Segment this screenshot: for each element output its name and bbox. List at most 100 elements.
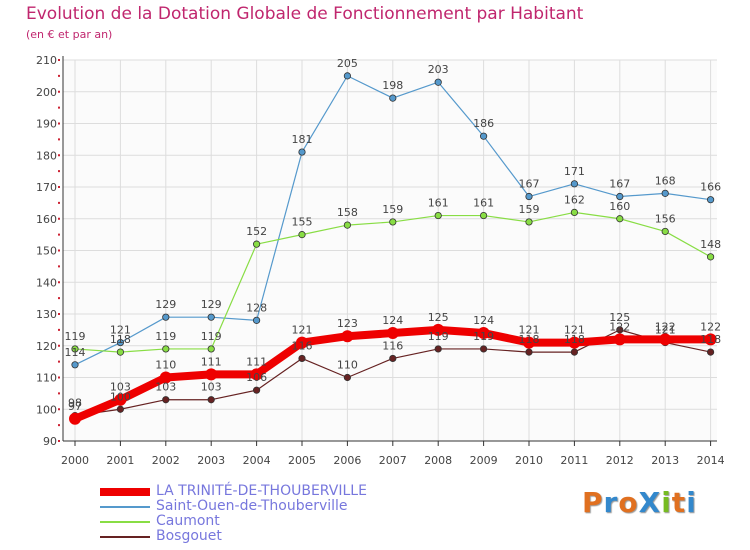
data-point — [389, 218, 397, 226]
data-point — [207, 313, 215, 321]
data-point — [568, 336, 581, 349]
data-label: 123 — [337, 317, 358, 330]
grid-lines — [63, 59, 717, 442]
y-minor-tick — [58, 90, 60, 93]
logo-letter: X — [638, 486, 662, 519]
legend-swatch-bosgouet — [100, 535, 150, 538]
x-tick-label: 2011 — [560, 454, 588, 467]
data-point — [207, 345, 215, 353]
data-label: 119 — [428, 330, 449, 343]
data-point — [298, 354, 306, 363]
data-point — [616, 192, 624, 201]
data-label: 198 — [382, 79, 403, 92]
data-point — [298, 148, 306, 156]
legend-item-saint-ouen[interactable]: Saint-Ouen-de-Thouberville — [100, 499, 367, 514]
data-label: 166 — [700, 181, 721, 194]
legend-swatch-trinite — [100, 487, 150, 496]
data-label: 159 — [519, 203, 540, 216]
data-point — [706, 253, 715, 261]
data-label: 114 — [65, 346, 86, 359]
data-point — [159, 371, 172, 384]
data-point — [525, 348, 533, 356]
legend-item-trinite[interactable]: LA TRINITÉ-DE-THOUBERVILLE — [100, 484, 367, 499]
data-label: 103 — [201, 381, 222, 394]
data-point — [114, 393, 127, 406]
data-label: 167 — [519, 178, 540, 191]
legend-label-caumont: Caumont — [156, 513, 220, 529]
y-minor-tick — [58, 74, 60, 77]
data-label: 118 — [110, 333, 131, 346]
legend-swatch-caumont — [100, 520, 150, 523]
data-label: 124 — [382, 314, 403, 327]
data-label: 186 — [473, 117, 494, 130]
data-label: 118 — [564, 333, 585, 346]
y-minor-tick — [58, 59, 60, 61]
data-label: 122 — [655, 320, 676, 333]
y-tick-label: 150 — [36, 245, 57, 258]
data-label: 159 — [382, 203, 403, 216]
data-label: 121 — [655, 324, 676, 337]
data-point — [298, 231, 306, 239]
data-point — [205, 368, 218, 381]
x-tick-label: 2010 — [515, 454, 543, 467]
logo-letter: i — [686, 486, 697, 519]
legend-label-trinite: LA TRINITÉ-DE-THOUBERVILLE — [156, 483, 367, 499]
data-label: 152 — [246, 225, 267, 238]
data-point — [71, 361, 79, 369]
y-minor-tick — [58, 281, 60, 284]
x-tick-label: 2009 — [470, 454, 498, 467]
y-minor-tick — [58, 313, 60, 315]
x-tick-label: 2002 — [152, 454, 180, 467]
data-point — [616, 326, 624, 334]
y-tick-label: 140 — [36, 276, 57, 289]
data-point — [434, 211, 442, 220]
data-label: 110 — [337, 359, 358, 372]
data-point — [661, 189, 669, 197]
data-point — [71, 345, 79, 353]
legend-label-bosgouet: Bosgouet — [156, 528, 222, 544]
legend-item-bosgouet[interactable]: Bosgouet — [100, 529, 367, 544]
data-label: 162 — [564, 193, 585, 206]
x-tick-label: 2003 — [197, 454, 225, 467]
data-label: 129 — [201, 298, 222, 311]
y-minor-tick — [58, 376, 60, 379]
x-tick-label: 2014 — [697, 454, 725, 467]
data-point — [389, 94, 397, 102]
y-minor-tick — [58, 170, 60, 173]
data-point — [432, 323, 445, 336]
data-label: 129 — [155, 298, 176, 311]
data-point — [570, 348, 579, 356]
data-label: 124 — [473, 314, 494, 327]
data-point — [706, 348, 715, 356]
data-point — [250, 368, 263, 381]
x-tick-label: 2001 — [106, 454, 134, 467]
y-minor-tick — [58, 440, 60, 442]
data-label: 167 — [609, 178, 630, 191]
series-layer — [69, 72, 717, 425]
proxiti-logo[interactable]: ProXiti — [582, 486, 697, 519]
legend: LA TRINITÉ-DE-THOUBERVILLE Saint-Ouen-de… — [100, 484, 367, 544]
data-point — [343, 72, 351, 80]
logo-letter: P — [582, 486, 604, 519]
chart-subtitle: (en € et par an) — [26, 28, 113, 41]
data-label: 203 — [428, 63, 449, 76]
y-minor-tick — [58, 424, 60, 427]
legend-item-caumont[interactable]: Caumont — [100, 514, 367, 529]
y-minor-tick — [58, 122, 60, 125]
data-point — [253, 316, 261, 324]
data-point — [570, 180, 579, 188]
data-point — [434, 345, 442, 353]
x-tick-label: 2000 — [61, 454, 89, 467]
data-label: 121 — [110, 324, 131, 337]
data-label: 119 — [155, 330, 176, 343]
y-tick-label: 210 — [36, 54, 57, 67]
y-tick-label: 110 — [36, 372, 57, 385]
data-label: 128 — [246, 301, 267, 314]
data-point — [116, 338, 125, 347]
data-label: 122 — [609, 320, 630, 333]
data-label: 148 — [700, 238, 721, 251]
data-point — [613, 333, 626, 346]
data-label: 103 — [155, 381, 176, 394]
data-point — [704, 333, 717, 346]
